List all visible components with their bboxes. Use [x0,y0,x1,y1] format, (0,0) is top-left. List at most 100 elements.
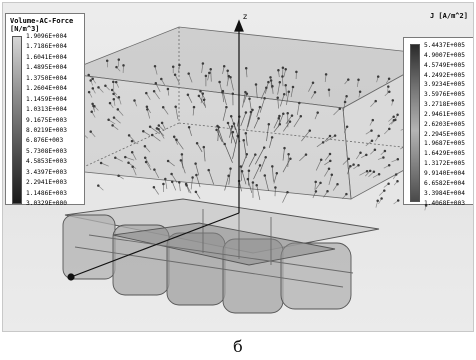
current-density-tick: 2.9461E+005 [424,110,465,118]
force-arrow-head [145,91,148,95]
force-arrow-head [112,116,116,119]
force-arrow-head [175,138,178,141]
force-tick: 1.3750E+004 [26,74,67,82]
force-arrow [324,168,330,177]
force-arrow-head [90,110,93,113]
force-arrow [187,94,193,103]
force-arrow [343,101,346,112]
force-arrow-head [373,148,377,152]
force-legend-ticks: 1.9096E+004 1.7186E+004 1.6041E+004 1.48… [26,32,67,209]
force-arrow [217,127,220,142]
force-arrow-head [226,69,229,73]
force-arrow-head [226,121,230,125]
force-arrow [230,77,234,91]
force-arrow-head [333,134,337,137]
force-tick: 2.2941E+003 [26,179,67,187]
force-arrow-head [187,72,190,75]
force-tick: 1.0313E+004 [26,106,67,114]
force-legend: Volume-AC-Force [N/m^3] 1.9096E+004 1.71… [5,13,85,207]
force-arrow [324,74,327,83]
force-arrow [279,94,285,107]
force-arrow [256,106,261,118]
force-arrow-head [376,75,380,78]
force-arrow-head [229,115,233,118]
force-arrow-head [202,145,206,149]
force-arrow-head [327,88,331,92]
force-arrow-head [152,89,156,93]
force-arrow-head [166,159,170,163]
force-arrow-head [87,90,91,94]
force-arrow [113,117,121,124]
force-arrow-head [244,67,248,70]
force-arrow-head [179,159,183,162]
force-arrow [282,192,288,203]
force-arrow-head [388,127,391,131]
force-arrow-head [255,183,258,187]
force-arrow [222,107,227,121]
force-arrow-head [143,145,147,148]
force-arrow [273,124,281,133]
force-arrow-head [270,136,274,139]
force-arrow-head [174,105,177,108]
force-arrow-head [326,190,329,193]
force-arrow [200,91,206,101]
force-tick: 1.1459E+004 [26,95,67,103]
force-legend-title: Volume-AC-Force [N/m^3] [10,17,74,33]
force-arrow [224,143,233,163]
force-arrow-head [357,164,360,167]
force-arrow-head [204,74,208,78]
force-arrow [155,83,161,93]
force-arrow-head [195,141,199,145]
force-arrow [108,119,116,125]
force-arrow [203,99,206,108]
force-arrow-head [145,105,149,109]
force-arrow-head [112,92,115,96]
force-arrow [277,82,281,95]
force-arrow-head [131,165,134,168]
force-arrow [249,98,252,111]
force-arrow [222,92,225,103]
force-arrow-head [387,77,391,81]
force-vector-field [72,58,428,211]
force-arrow [149,126,160,135]
force-arrow-head [195,173,198,177]
force-arrow [188,73,193,83]
force-arrow-head [287,90,291,94]
force-arrow [316,142,324,148]
force-arrow-head [345,192,348,196]
current-density-legend-title: J [A/m^2] [430,12,468,20]
force-arrow-head [277,68,280,72]
force-arrow [356,152,361,160]
force-arrow-head [286,111,289,115]
force-arrow-head [265,86,268,90]
force-arrow-head [89,79,92,82]
force-arrow [346,166,351,175]
force-arrow-head [392,115,395,119]
force-arrow-head [117,96,121,99]
force-arrow [143,131,151,136]
force-arrow-head [345,94,348,98]
force-arrow [131,152,137,160]
force-arrow-head [328,152,332,156]
force-arrow [232,135,239,159]
force-arrow-head [311,81,315,85]
force-arrow [180,160,186,174]
force-arrow-head [97,86,100,89]
force-arrow [324,153,331,161]
force-arrow-head [347,157,350,161]
force-arrow [185,183,192,194]
force-arrow [228,168,231,185]
force-arrow-head [313,90,317,94]
force-arrow [146,109,151,119]
force-arrow-head [160,121,164,125]
force-tick: 1.7186E+004 [26,43,67,51]
force-arrow-head [374,99,377,103]
current-density-tick: 2.2945E+005 [424,130,465,138]
force-arrow-head [283,146,286,150]
force-arrow-head [160,77,163,81]
force-arrow-head [314,190,318,193]
3d-viewport[interactable]: z Volume-AC-Force [N/m^3] 1.9096E+004 1.… [2,2,474,332]
force-arrow [282,158,291,173]
force-arrow [243,93,248,103]
force-arrow [227,122,237,145]
